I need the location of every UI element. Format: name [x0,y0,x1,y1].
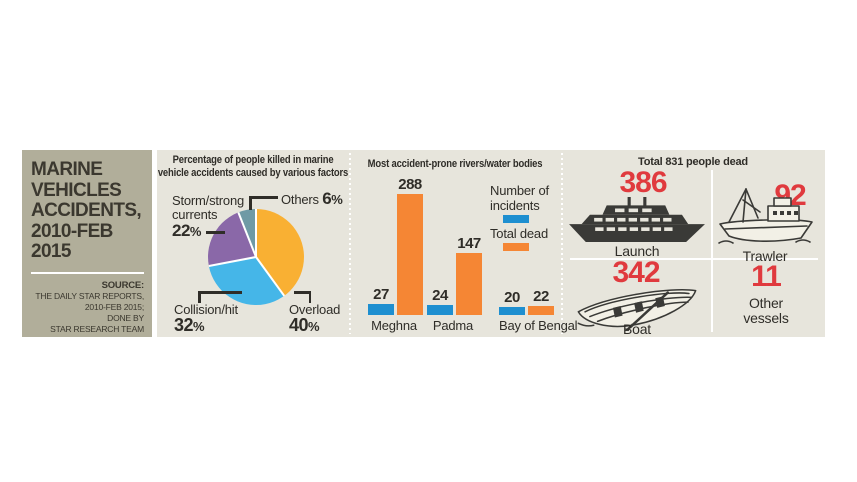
main-title-line: ACCIDENTS, [31,200,142,221]
source-line: THE DAILY STAR REPORTS, [35,290,144,301]
dotted-separator [349,153,351,334]
launch-label: Launch [614,243,660,259]
pie-label-storm: Storm/strong currents 22% [172,193,245,240]
pie-chart-title: Percentage of people killed in marine ve… [153,154,353,179]
trawler-icon [716,186,816,255]
pie-label-text: currents [172,207,218,222]
bar-value: 288 [398,176,422,193]
pie-label-text: Collision/hit [174,302,238,317]
pie-label-others: Others 6% [281,189,343,208]
bar-value: 27 [373,285,389,303]
legend-label-dead: Total dead [490,226,548,241]
callout-line-storm [206,231,225,234]
pie-slice-divider [255,209,257,257]
pie-label-text: Overload [289,302,341,317]
source-label: SOURCE: [101,279,145,291]
bar-column: 288 [397,171,423,315]
bar-title-text: Most accident-prone rivers/water bodies [367,158,543,170]
other-vessels-label: Other vessels [743,295,789,326]
pie-label-collision: Collision/hit 32% [174,302,238,335]
bar-incidents-bay [499,306,525,315]
bar-value: 20 [504,288,520,306]
legend-label-incidents: Number of incidents [490,183,549,213]
boat-label: Boat [623,321,651,337]
launch-icon [569,197,705,248]
divider-rule [31,271,144,274]
bar-column: 24 [427,171,453,315]
bar-column: 27 [368,171,394,315]
bar-value: 24 [432,286,448,304]
bar-dead-padma [456,253,482,315]
main-title-line: 2010-FEB [31,220,113,242]
bar-column: 22 [528,171,554,315]
main-title-line: 2015 [31,241,71,262]
bar-category-meghna: Meghna [371,318,417,333]
source-line: STAR RESEARCH TEAM [50,323,144,334]
bar-incidents-padma [427,304,453,315]
other-vessels-death-count: 11 [751,260,782,293]
pie-label-text: Storm/strong [172,193,245,208]
callout-line-overload [294,291,311,294]
source-line: DONE BY [107,312,144,323]
pie-title-line: vehicle accidents caused by various fact… [157,166,349,179]
main-title: MARINE VEHICLES ACCIDENTS, 2010-FEB 2015 [31,159,144,263]
bar-column: 20 [499,171,525,315]
callout-line-collision [198,291,242,294]
trawler-label: Trawler [742,248,788,264]
bar-dead-bay [528,305,554,315]
launch-death-count: 386 [619,166,667,199]
charts-panel: Percentage of people killed in marine ve… [157,150,825,337]
pie-label-overload: Overload 40% [289,302,341,335]
source-credit: SOURCE: THE DAILY STAR REPORTS, 2010-FEB… [31,280,144,335]
vessels-title: Total 831 people dead [638,156,748,168]
bar-chart-title: Most accident-prone rivers/water bodies [357,158,553,171]
bar-category-bay: Bay of Bengal [499,318,578,333]
legend-swatch-incidents [503,215,529,223]
pie-label-text: Others [281,192,319,207]
bar-dead-meghna [397,194,423,315]
callout-line-overload [308,291,311,303]
vessels-section: Total 831 people dead 386 [561,150,825,337]
boat-death-count: 342 [612,256,660,289]
main-title-line: MARINE [31,159,103,180]
dotted-separator [561,153,563,334]
boat-icon [573,281,701,336]
vessels-divider-vertical [711,170,713,332]
title-panel: MARINE VEHICLES ACCIDENTS, 2010-FEB 2015… [22,150,152,337]
callout-line-others [249,196,252,210]
callout-line-others [249,196,278,199]
legend-swatch-dead [503,243,529,251]
bar-value: 22 [533,287,549,305]
main-title-line: VEHICLES [31,179,122,201]
bar-value: 147 [457,235,481,253]
bar-column: 147 [456,171,482,315]
callout-line-collision [198,291,201,303]
bar-category-padma: Padma [432,318,474,333]
source-line: 2010-FEB 2015; [84,301,144,312]
bar-incidents-meghna [368,303,394,315]
pie-title-line: Percentage of people killed in marine [172,154,334,166]
vessels-divider-horizontal [570,258,818,260]
